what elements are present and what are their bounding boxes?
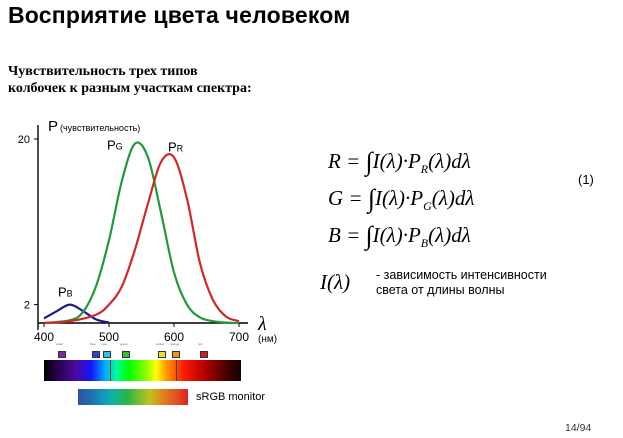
- slide-title: Восприятие цвета человеком: [8, 2, 351, 28]
- formula-g-lhs: G: [328, 186, 344, 210]
- spectrum-swatch-violet: [58, 351, 66, 358]
- srgb-gamut-bar: [78, 389, 188, 405]
- series-label-PB: PB: [58, 285, 73, 300]
- x-tick-label-600: 600: [164, 330, 184, 344]
- spectrum-swatch-cyan: [103, 351, 111, 358]
- formula-r-lhs: R: [328, 149, 341, 173]
- slide-subtitle: Чувствительность трех типов колбочек к р…: [8, 63, 252, 97]
- spectrum-swatch-label-red: red: [198, 342, 203, 346]
- spectrum-tick-600: [176, 360, 177, 381]
- spectrum-swatch-green: [122, 351, 130, 358]
- spectrum-swatch-label-violet: violet: [56, 342, 64, 346]
- y-axis-label-note: (чувствительность): [60, 123, 140, 133]
- subtitle-line-1: Чувствительность трех типов: [8, 64, 198, 79]
- intensity-description: - зависимость интенсивности света от дли…: [376, 268, 547, 298]
- spectrum-swatch-label-blue: blue: [90, 342, 96, 346]
- y-tick-label-20: 20: [18, 134, 30, 146]
- formula-r: R = ∫I(λ)·PR(λ)dλ: [328, 147, 471, 177]
- x-tick-label-400: 400: [34, 330, 54, 344]
- spectrum-swatch-label-cyan: cyan: [101, 342, 108, 346]
- series-label-PR: PR: [168, 139, 184, 154]
- x-tick-label-500: 500: [99, 330, 119, 344]
- formula-r-sub: R: [420, 162, 429, 177]
- intensity-symbol: I(λ): [320, 270, 351, 294]
- intensity-desc-line-1: - зависимость интенсивности: [376, 268, 547, 282]
- spectrum-swatch-red: [200, 351, 208, 358]
- intensity-desc-line-2: света от длины волны: [376, 283, 505, 297]
- series-label-PG: PG: [107, 138, 123, 153]
- spectrum-swatch-yellow: [158, 351, 166, 358]
- spectrum-swatch-orange: [172, 351, 180, 358]
- series-line-PR: [43, 153, 240, 325]
- spectrum-swatch-blue: [92, 351, 100, 358]
- x-axis-unit: (нм): [258, 334, 277, 345]
- series-line-PG: [43, 141, 240, 325]
- page-number: 14/94: [565, 422, 592, 434]
- srgb-label: sRGB monitor: [196, 391, 266, 403]
- formula-g: G = ∫I(λ)·PG(λ)dλ: [328, 184, 475, 214]
- formula-b-lhs: B: [328, 223, 341, 247]
- spectrum-tick-500: [110, 360, 111, 381]
- formula-b: B = ∫I(λ)·PB(λ)dλ: [328, 221, 471, 251]
- spectrum-swatch-label-yellow: yellow: [156, 342, 165, 346]
- x-tick-label-700: 700: [229, 330, 249, 344]
- y-tick-label-2: 2: [24, 300, 30, 312]
- y-axis-label: P: [48, 118, 58, 135]
- spectrum-swatch-label-green: green: [120, 342, 128, 346]
- formula-g-sub: G: [423, 199, 432, 214]
- series-line-PB: [43, 303, 110, 324]
- formula-b-sub: B: [420, 236, 429, 251]
- subtitle-line-2: колбочек к разным участкам спектра:: [8, 81, 252, 96]
- spectrum-swatch-label-orange: orange: [170, 342, 180, 346]
- equation-number: (1): [578, 172, 594, 187]
- visible-spectrum-bar: [44, 360, 241, 381]
- x-axis-label: λ: [257, 313, 267, 335]
